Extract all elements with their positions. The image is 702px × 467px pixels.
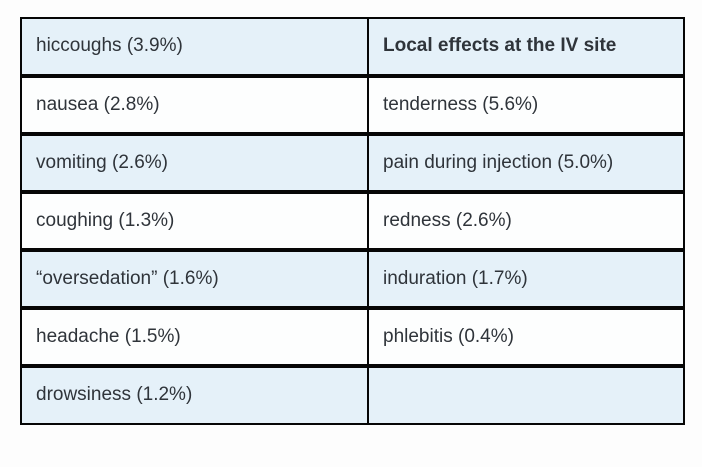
- table-row: hiccoughs (3.9%) Local effects at the IV…: [20, 17, 685, 78]
- cell-left-oversedation: “oversedation” (1.6%): [20, 248, 369, 310]
- adverse-effects-table: hiccoughs (3.9%) Local effects at the IV…: [20, 17, 685, 425]
- table-row: coughing (1.3%) redness (2.6%): [20, 190, 685, 252]
- cell-left-drowsiness: drowsiness (1.2%): [20, 364, 369, 425]
- cell-right-tenderness: tenderness (5.6%): [367, 74, 685, 136]
- cell-left-coughing: coughing (1.3%): [20, 190, 369, 252]
- table-row: drowsiness (1.2%): [20, 364, 685, 425]
- table-row: vomiting (2.6%) pain during injection (5…: [20, 132, 685, 194]
- table-row: “oversedation” (1.6%) induration (1.7%): [20, 248, 685, 310]
- cell-left-vomiting: vomiting (2.6%): [20, 132, 369, 194]
- column-header-local-effects: Local effects at the IV site: [367, 17, 685, 78]
- cell-right-induration: induration (1.7%): [367, 248, 685, 310]
- cell-left-nausea: nausea (2.8%): [20, 74, 369, 136]
- table-body: hiccoughs (3.9%) Local effects at the IV…: [20, 17, 685, 425]
- cell-right-pain-during-injection: pain during injection (5.0%): [367, 132, 685, 194]
- cell-right-empty: [367, 364, 685, 425]
- cell-left-hiccoughs: hiccoughs (3.9%): [20, 17, 369, 78]
- cell-right-redness: redness (2.6%): [367, 190, 685, 252]
- cell-right-phlebitis: phlebitis (0.4%): [367, 306, 685, 368]
- cell-left-headache: headache (1.5%): [20, 306, 369, 368]
- table-row: nausea (2.8%) tenderness (5.6%): [20, 74, 685, 136]
- table-row: headache (1.5%) phlebitis (0.4%): [20, 306, 685, 368]
